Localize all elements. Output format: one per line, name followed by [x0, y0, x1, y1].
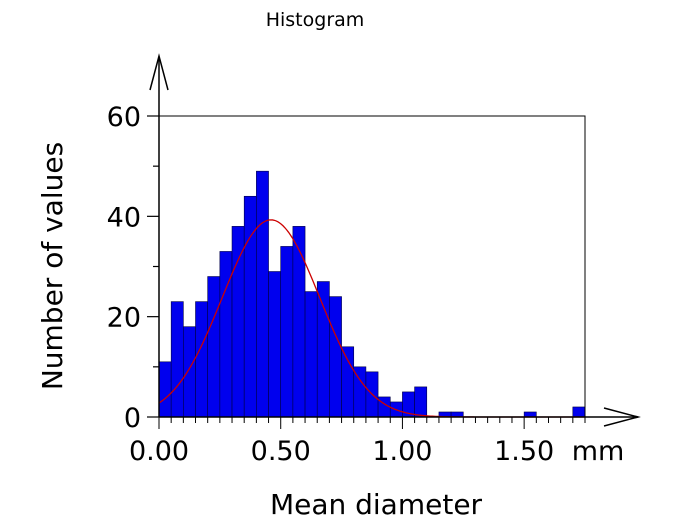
histogram-bar-9 [268, 271, 282, 418]
chart-title: Histogram [266, 9, 365, 31]
histogram-bar-30 [523, 411, 537, 418]
x-tick-label: 0.50 [251, 436, 311, 467]
histogram-bar-13 [316, 281, 330, 418]
x-unit-label: mm [572, 436, 625, 467]
x-tick-label: 1.50 [494, 436, 554, 467]
histogram-bar-0 [158, 361, 172, 418]
y-axis-title: Number of values [36, 142, 69, 390]
x-axis-title: Mean diameter [270, 488, 483, 521]
y-axis-arrow [149, 53, 169, 91]
y-tick-label: 20 [107, 303, 141, 334]
histogram-bar-4 [207, 276, 221, 418]
x-tick-label: 0.00 [129, 436, 189, 467]
x-tick-label: 1.00 [372, 436, 432, 467]
histogram-bar-3 [195, 301, 208, 418]
histogram-bar-1 [170, 301, 184, 418]
histogram-bar-15 [341, 346, 355, 418]
histogram-bar-10 [280, 246, 294, 418]
histogram-bar-6 [231, 226, 245, 418]
y-tick-label: 60 [107, 102, 141, 133]
histogram-bar-14 [329, 296, 342, 418]
histogram-bar-12 [304, 291, 318, 418]
plot-frame [159, 115, 586, 417]
histogram-bar-2 [183, 326, 196, 418]
histogram-bar-8 [256, 170, 269, 418]
y-tick-label: 0 [124, 403, 141, 434]
y-tick-label: 40 [107, 202, 141, 233]
histogram-bar-11 [292, 226, 306, 418]
histogram-bar-34 [572, 406, 586, 418]
ticks-layer: 0 20 40 60 0.00 0.50 1.00 1.50 mm [107, 102, 625, 467]
x-axis-arrow [603, 407, 641, 427]
histogram-bar-21 [414, 386, 428, 418]
axes-layer [149, 53, 641, 427]
bars-layer [158, 170, 586, 418]
histogram-bar-5 [219, 251, 233, 418]
histogram-bar-7 [243, 195, 257, 418]
